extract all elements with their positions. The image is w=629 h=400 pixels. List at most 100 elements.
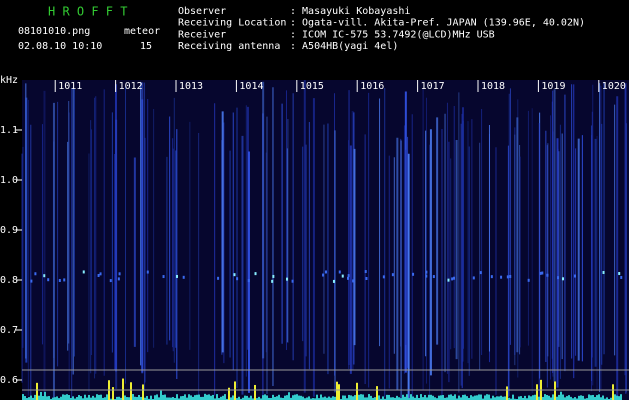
detect-trace bbox=[248, 397, 250, 400]
detect-trace bbox=[336, 381, 338, 400]
detect-trace bbox=[512, 394, 514, 400]
detect-trace bbox=[272, 394, 274, 400]
detect-trace bbox=[202, 396, 204, 400]
detect-trace bbox=[552, 394, 554, 400]
detect-trace bbox=[122, 378, 124, 400]
detect-trace bbox=[304, 398, 306, 400]
detect-trace bbox=[594, 397, 596, 400]
echo-dot bbox=[539, 271, 542, 275]
detect-trace bbox=[396, 395, 398, 400]
detect-trace bbox=[188, 394, 190, 400]
detect-trace bbox=[214, 398, 216, 400]
detect-trace bbox=[600, 397, 602, 400]
detect-trace bbox=[502, 396, 504, 400]
detect-trace bbox=[418, 398, 420, 400]
detect-trace bbox=[612, 384, 614, 400]
detect-trace bbox=[320, 394, 322, 400]
x-tick-label: 1013 bbox=[179, 81, 203, 92]
detect-trace bbox=[132, 394, 134, 400]
echo-dot bbox=[82, 270, 85, 274]
detect-trace bbox=[144, 397, 146, 400]
detect-trace bbox=[116, 396, 118, 400]
detect-trace bbox=[572, 398, 574, 400]
detect-trace bbox=[168, 397, 170, 400]
detect-trace bbox=[136, 397, 138, 400]
y-tick-label: 0.7 bbox=[0, 325, 18, 336]
detect-trace bbox=[490, 398, 492, 400]
detect-trace bbox=[146, 396, 148, 400]
detect-trace bbox=[300, 395, 302, 400]
detect-trace bbox=[306, 397, 308, 400]
detect-trace bbox=[278, 394, 280, 400]
detect-trace bbox=[384, 398, 386, 400]
detect-trace bbox=[270, 397, 272, 400]
echo-dot bbox=[490, 275, 493, 279]
echo-dot bbox=[338, 270, 341, 274]
detect-trace bbox=[570, 396, 572, 400]
echo-dot bbox=[412, 272, 415, 276]
detect-trace bbox=[470, 395, 472, 400]
detect-trace bbox=[488, 394, 490, 400]
detect-trace bbox=[476, 395, 478, 400]
echo-dot bbox=[620, 275, 623, 279]
detect-trace bbox=[284, 395, 286, 400]
detect-trace bbox=[174, 398, 176, 400]
y-tick-label: 0.9 bbox=[0, 225, 18, 236]
detect-trace bbox=[228, 387, 230, 400]
echo-dot bbox=[118, 272, 121, 276]
detect-trace bbox=[574, 397, 576, 400]
detect-trace bbox=[328, 396, 330, 400]
echo-dot bbox=[541, 271, 544, 275]
x-tick-label: 1018 bbox=[481, 81, 505, 92]
echo-dot bbox=[99, 272, 102, 276]
echo-dot bbox=[346, 276, 349, 280]
detect-trace bbox=[416, 394, 418, 400]
detect-trace bbox=[534, 394, 536, 400]
echo-dot bbox=[182, 275, 185, 279]
detect-trace bbox=[616, 395, 618, 400]
detect-trace bbox=[444, 397, 446, 400]
detect-trace bbox=[522, 397, 524, 400]
detect-trace bbox=[334, 396, 336, 400]
field-value: : Masayuki Kobayashi bbox=[290, 6, 410, 17]
detect-trace bbox=[520, 396, 522, 400]
detect-trace bbox=[190, 395, 192, 400]
detect-trace bbox=[550, 397, 552, 400]
detect-trace bbox=[382, 396, 384, 400]
detect-trace bbox=[516, 398, 518, 400]
detect-trace bbox=[218, 398, 220, 400]
detect-trace bbox=[112, 387, 114, 400]
detect-trace bbox=[340, 398, 342, 400]
detect-trace bbox=[166, 397, 168, 400]
detect-trace bbox=[310, 398, 312, 400]
echo-dot bbox=[97, 274, 100, 278]
detect-trace bbox=[588, 394, 590, 400]
detect-trace bbox=[88, 394, 90, 400]
detect-trace bbox=[412, 396, 414, 400]
meteor-count: 15 bbox=[140, 41, 152, 52]
detect-trace bbox=[86, 397, 88, 400]
detect-trace bbox=[598, 394, 600, 400]
detect-trace bbox=[50, 398, 52, 400]
filename: 08101010.png bbox=[18, 26, 90, 37]
detect-trace bbox=[446, 397, 448, 400]
x-tick-label: 1011 bbox=[58, 81, 82, 92]
detect-trace bbox=[614, 394, 616, 400]
detect-trace bbox=[44, 391, 46, 400]
detect-trace bbox=[28, 397, 30, 400]
detect-trace bbox=[338, 384, 340, 400]
detect-trace bbox=[48, 396, 50, 400]
echo-dot bbox=[162, 275, 165, 279]
detect-trace bbox=[474, 395, 476, 400]
detect-trace bbox=[404, 396, 406, 400]
detect-trace bbox=[398, 397, 400, 400]
detect-trace bbox=[392, 397, 394, 400]
detect-trace bbox=[164, 394, 166, 400]
detect-trace bbox=[200, 396, 202, 400]
detect-trace bbox=[508, 397, 510, 400]
detect-trace bbox=[110, 398, 112, 400]
detect-trace bbox=[354, 395, 356, 400]
y-tick-label: 1.1 bbox=[0, 125, 18, 136]
